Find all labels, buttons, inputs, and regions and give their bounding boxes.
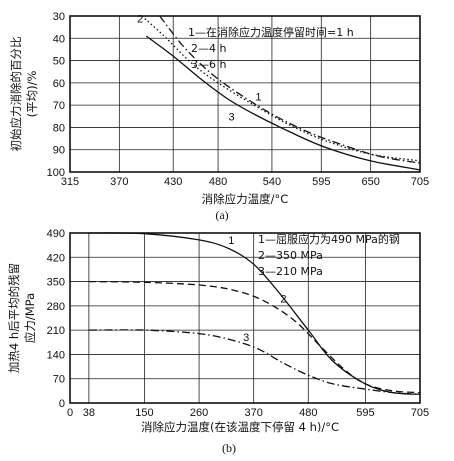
chart-b-y-tick-label: 0 [59, 398, 65, 410]
chart-b-curve-label: 2 [280, 293, 286, 305]
chart-b-series-1 [88, 232, 421, 395]
chart-a-y-tick-label: 70 [53, 100, 65, 112]
chart-a-y-axis-label-line-1: 初始应力消除的百分比 [9, 37, 23, 152]
chart-b-y-tick-label: 490 [47, 228, 65, 240]
chart-b-x-tick-label: 705 [411, 407, 429, 419]
chart-b-y-axis-label-line-1: 加热4 h后平均的残留 [7, 263, 21, 373]
chart-a-x-tick-label: 650 [361, 176, 379, 188]
chart-b-curve-labels: 1 2 3 [228, 235, 286, 344]
chart-b-x-ticks: 0 38 150 260 370 480 595 705 [67, 407, 429, 419]
chart-b-y-tick-label: 350 [47, 277, 65, 289]
chart-a-curve-labels: 2 1 3 [137, 14, 262, 124]
chart-a-x-tick-label: 595 [312, 176, 330, 188]
chart-a-x-tick-label: 430 [164, 176, 182, 188]
chart-a: 315 370 430 480 540 595 650 705 30 40 50 60 70 80 90 1… [9, 11, 429, 222]
chart-a-x-tick-label: 315 [61, 176, 79, 188]
chart-b-x-tick-label: 480 [299, 407, 317, 419]
chart-b-y-tick-label: 210 [47, 325, 65, 337]
chart-b-series-2 [88, 280, 421, 394]
chart-b-x-tick-label: 595 [356, 407, 374, 419]
chart-a-x-tick-label: 705 [411, 176, 429, 188]
chart-b-x-tick-label: 150 [135, 407, 153, 419]
chart-a-curve-label: 2 [137, 14, 143, 26]
chart-a-plot-frame [69, 15, 421, 173]
chart-b-curve-label: 3 [243, 332, 249, 344]
chart-a-y-tick-label: 30 [53, 11, 65, 23]
chart-b-x-tick-label: 0 [67, 407, 73, 419]
chart-a-grid [69, 15, 421, 173]
chart-a-series-3 [145, 35, 421, 171]
chart-a-y-ticks: 30 40 50 60 70 80 90 100 [47, 11, 65, 179]
chart-a-series [141, 15, 421, 171]
chart-a-y-tick-label: 80 [53, 122, 65, 134]
chart-a-y-tick-label: 100 [47, 167, 65, 179]
chart-b-legend-line-1: 1—屈服应力为490 MPa的钢 [258, 232, 400, 246]
chart-b-y-ticks: 490 420 350 280 210 140 70 0 [47, 228, 65, 410]
chart-a-x-axis-label: 消除应力温度/°C [202, 192, 289, 206]
chart-a-x-tick-label: 370 [110, 176, 128, 188]
chart-a-curve-label: 1 [255, 92, 261, 104]
chart-a-y-tick-label: 60 [53, 78, 65, 90]
chart-a-y-tick-label: 40 [53, 33, 65, 45]
chart-b-x-axis-label: 消除应力温度(在该温度下停留 4 h)/°C [141, 420, 339, 434]
chart-a-legend-line-1: 1—在消除应力温度停留时间=1 h [188, 25, 354, 39]
chart-a-series-2 [141, 15, 421, 162]
chart-b-y-tick-label: 70 [53, 374, 65, 386]
chart-b-legend-line-2: 2—350 MPa [258, 249, 323, 262]
chart-b-plot-frame [69, 232, 421, 404]
chart-a-curve-label: 3 [228, 112, 234, 124]
chart-b-grid [69, 232, 421, 404]
chart-a-y-tick-label: 90 [53, 145, 65, 157]
chart-b-x-tick-label: 38 [83, 407, 95, 419]
chart-b-y-tick-label: 420 [47, 252, 65, 264]
chart-b-legend-line-3: 3—210 MPa [258, 265, 323, 278]
chart-a-x-tick-label: 540 [263, 176, 281, 188]
chart-a-x-ticks: 315 370 430 480 540 595 650 705 [61, 176, 429, 188]
chart-a-caption: (a) [215, 208, 228, 222]
chart-b-x-tick-label: 260 [190, 407, 208, 419]
chart-b-y-tick-label: 140 [47, 349, 65, 361]
chart-b-x-tick-label: 370 [245, 407, 263, 419]
chart-b-series [88, 232, 421, 395]
chart-a-y-tick-label: 50 [53, 56, 65, 68]
chart-a-y-axis-label-line-2: (平均)/% [25, 71, 39, 118]
chart-a-legend-line-2: 2—4 h [191, 42, 226, 55]
chart-a-x-tick-label: 480 [209, 176, 227, 188]
chart-b-caption: (b) [222, 441, 236, 455]
chart-a-legend-line-3: 3—6 h [191, 58, 226, 71]
chart-b-curve-label: 1 [228, 235, 234, 247]
chart-b-series-3 [88, 329, 421, 395]
chart-b-y-axis-label-line-2: 应力/MPa [23, 293, 37, 343]
chart-b-y-tick-label: 280 [47, 301, 65, 313]
chart-b: 0 38 150 260 370 480 595 705 490420350280210140… [7, 228, 429, 455]
